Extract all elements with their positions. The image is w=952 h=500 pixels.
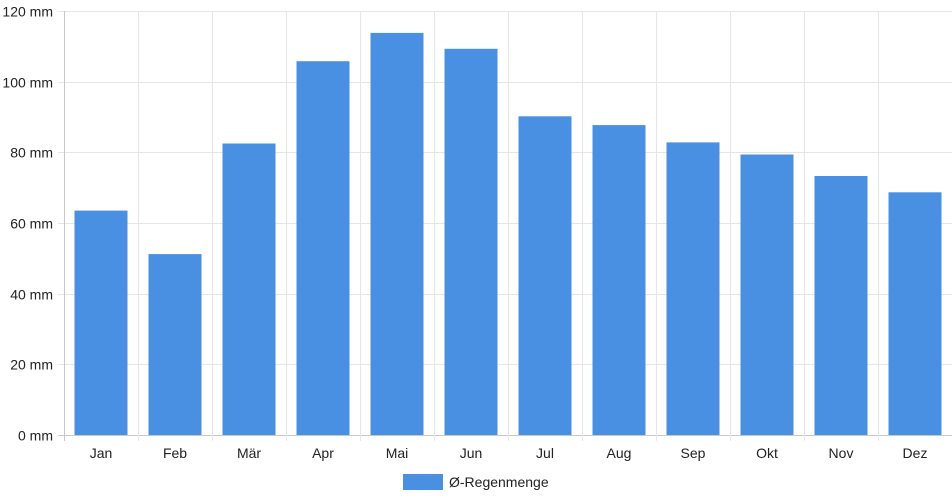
bar-okt[interactable]: [740, 154, 794, 436]
legend-label: Ø-Regenmenge: [449, 474, 549, 490]
y-tick-label: 60 mm: [10, 216, 53, 232]
x-tick-label: Okt: [756, 445, 778, 461]
bar-apr[interactable]: [296, 61, 350, 435]
bar-jan[interactable]: [74, 210, 128, 435]
bar-nov[interactable]: [814, 176, 868, 435]
y-tick-label: 80 mm: [10, 145, 53, 161]
legend-swatch: [403, 474, 443, 490]
y-tick-label: 0 mm: [18, 428, 53, 444]
y-axis-labels: 0 mm 20 mm 40 mm 60 mm 80 mm 100 mm 120 mm: [2, 4, 53, 444]
x-axis-labels: Jan Feb Mär Apr Mai Jun Jul Aug Sep Okt Nov Dez: [90, 445, 928, 461]
bar-jul[interactable]: [518, 116, 572, 436]
x-tick-label: Mär: [237, 445, 261, 461]
y-tick-label: 120 mm: [2, 4, 53, 20]
x-tick-label: Feb: [163, 445, 187, 461]
x-tick-label: Sep: [681, 445, 706, 461]
x-tick-label: Dez: [903, 445, 928, 461]
grid: [58, 11, 952, 441]
bar-aug[interactable]: [592, 125, 646, 435]
y-tick-label: 100 mm: [2, 75, 53, 91]
y-tick-label: 40 mm: [10, 287, 53, 303]
y-tick-label: 20 mm: [10, 357, 53, 373]
x-tick-label: Jan: [90, 445, 113, 461]
bar-mär[interactable]: [222, 143, 276, 436]
x-tick-label: Jun: [460, 445, 483, 461]
x-tick-label: Jul: [536, 445, 554, 461]
x-tick-label: Apr: [312, 445, 334, 461]
bar-mai[interactable]: [370, 32, 424, 436]
x-tick-label: Nov: [829, 445, 854, 461]
legend[interactable]: Ø-Regenmenge: [403, 472, 549, 492]
bar-jun[interactable]: [444, 48, 498, 436]
bar-sep[interactable]: [666, 142, 720, 435]
bars: [74, 32, 942, 436]
x-tick-label: Aug: [607, 445, 632, 461]
bar-dez[interactable]: [888, 192, 942, 435]
bar-feb[interactable]: [148, 254, 202, 435]
x-tick-label: Mai: [386, 445, 409, 461]
